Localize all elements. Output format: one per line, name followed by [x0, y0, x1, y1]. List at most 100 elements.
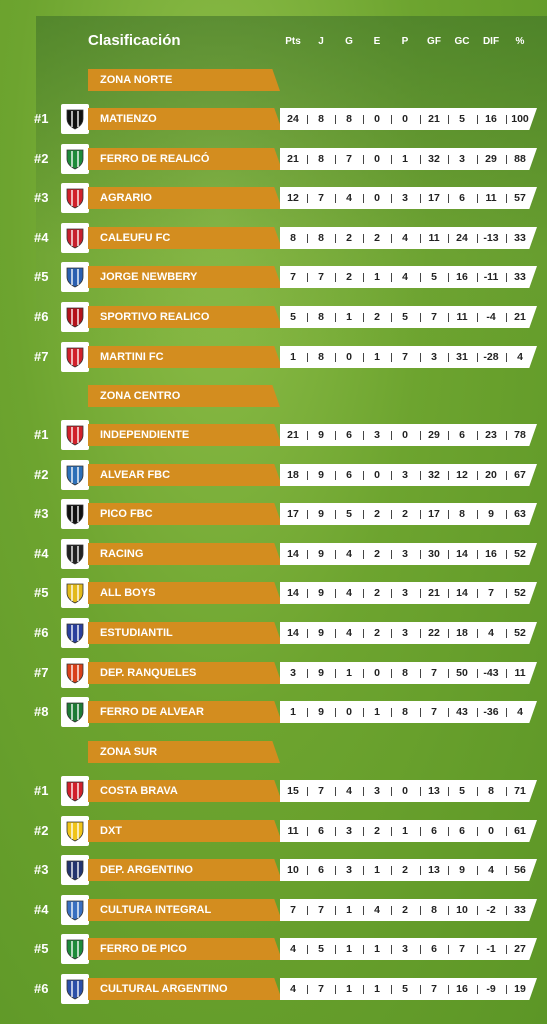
column-divider: [420, 589, 421, 598]
column-divider: [448, 194, 449, 203]
column-divider: [420, 906, 421, 915]
column-divider: [363, 866, 364, 875]
stat-cell: 30: [428, 548, 440, 560]
stat-cell: 7: [402, 351, 408, 363]
stat-cell: 4: [488, 627, 494, 639]
column-divider: [363, 273, 364, 282]
team-stats: 14 9 4 2 3 30 14 16 52: [280, 543, 537, 565]
stat-cell: 71: [514, 785, 526, 797]
stat-cell: 1: [374, 351, 380, 363]
team-rank: #4: [34, 546, 49, 561]
team-name: RACING: [88, 543, 282, 565]
team-rank: #7: [34, 665, 49, 680]
stat-cell: 56: [514, 864, 526, 876]
team-crest-icon: [61, 658, 89, 688]
stat-cell: 4: [346, 587, 352, 599]
column-divider: [307, 313, 308, 322]
stat-cell: 24: [287, 113, 299, 125]
stat-cell: 8: [318, 311, 324, 323]
zone-header: ZONA NORTE: [88, 69, 280, 91]
stat-cell: 7: [318, 271, 324, 283]
column-divider: [420, 471, 421, 480]
column-divider: [420, 866, 421, 875]
team-name: PICO FBC: [88, 503, 282, 525]
stat-cell: 10: [456, 904, 468, 916]
column-divider: [477, 313, 478, 322]
column-divider: [506, 985, 507, 994]
column-divider: [420, 669, 421, 678]
stat-cell: 8: [318, 351, 324, 363]
column-divider: [420, 827, 421, 836]
column-divider: [477, 155, 478, 164]
stat-cell: 3: [402, 192, 408, 204]
team-name: AGRARIO: [88, 187, 282, 209]
team-stats: 17 9 5 2 2 17 8 9 63: [280, 503, 537, 525]
stat-cell: 4: [290, 943, 296, 955]
stat-cell: 8: [346, 113, 352, 125]
stat-cell: 12: [287, 192, 299, 204]
stat-cell: 5: [290, 311, 296, 323]
stat-cell: 1: [290, 706, 296, 718]
stat-cell: 18: [456, 627, 468, 639]
column-divider: [391, 708, 392, 717]
stat-cell: 9: [318, 429, 324, 441]
stat-cell: 1: [290, 351, 296, 363]
column-divider: [448, 353, 449, 362]
stat-cell: -28: [483, 351, 499, 363]
stat-cell: 2: [374, 825, 380, 837]
stat-cell: 4: [402, 232, 408, 244]
team-crest-icon: [61, 539, 89, 569]
stat-cell: 2: [374, 508, 380, 520]
team-crest-icon: [61, 499, 89, 529]
column-divider: [391, 945, 392, 954]
stat-cell: 11: [514, 667, 526, 679]
stat-cell: 2: [346, 271, 352, 283]
stat-cell: 9: [318, 667, 324, 679]
column-divider: [477, 273, 478, 282]
column-divider: [448, 234, 449, 243]
column-divider: [307, 115, 308, 124]
stat-cell: 27: [514, 943, 526, 955]
column-divider: [506, 550, 507, 559]
column-divider: [391, 510, 392, 519]
column-divider: [420, 510, 421, 519]
team-crest-icon: [61, 578, 89, 608]
stat-cell: 9: [318, 469, 324, 481]
column-divider: [477, 353, 478, 362]
column-divider: [307, 787, 308, 796]
column-divider: [335, 353, 336, 362]
stat-cell: 4: [517, 706, 523, 718]
team-stats: 15 7 4 3 0 13 5 8 71: [280, 780, 537, 802]
stat-cell: 33: [514, 904, 526, 916]
stat-cell: 78: [514, 429, 526, 441]
column-divider: [448, 589, 449, 598]
team-rank: #1: [34, 111, 49, 126]
column-divider: [363, 234, 364, 243]
column-divider: [477, 234, 478, 243]
column-divider: [363, 550, 364, 559]
column-divider: [448, 629, 449, 638]
column-divider: [448, 510, 449, 519]
stat-cell: 0: [374, 153, 380, 165]
column-divider: [420, 313, 421, 322]
column-divider: [335, 906, 336, 915]
column-divider: [506, 906, 507, 915]
column-divider: [506, 945, 507, 954]
column-divider: [448, 550, 449, 559]
stat-cell: 3: [402, 469, 408, 481]
column-divider: [448, 471, 449, 480]
stat-cell: 1: [346, 904, 352, 916]
column-header: GF: [427, 36, 441, 47]
stat-cell: 6: [318, 825, 324, 837]
team-name: DEP. RANQUELES: [88, 662, 282, 684]
column-divider: [391, 550, 392, 559]
column-divider: [335, 827, 336, 836]
team-stats: 24 8 8 0 0 21 5 16 100: [280, 108, 537, 130]
team-name: COSTA BRAVA: [88, 780, 282, 802]
stat-cell: 4: [290, 983, 296, 995]
team-stats: 4 7 1 1 5 7 16 -9 19: [280, 978, 537, 1000]
stat-cell: 31: [456, 351, 468, 363]
column-divider: [391, 669, 392, 678]
team-name: FERRO DE REALICÓ: [88, 148, 282, 170]
column-header: DIF: [482, 36, 500, 47]
